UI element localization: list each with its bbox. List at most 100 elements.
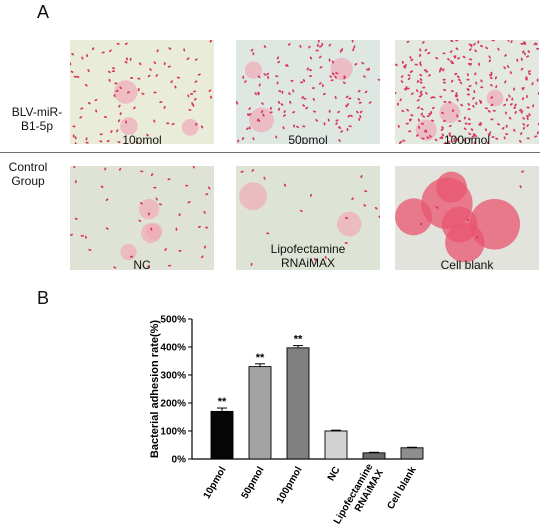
bacterium: [167, 178, 171, 181]
bacterium: [340, 130, 344, 133]
bacterium: [469, 63, 473, 66]
bacterium: [491, 40, 495, 42]
bacterium: [317, 40, 320, 43]
bacterium: [401, 60, 404, 64]
bacterium: [244, 80, 247, 83]
bacterium: [158, 203, 162, 206]
bacterium: [410, 114, 414, 117]
bacterium: [489, 84, 493, 87]
micrograph-texture: [395, 170, 525, 263]
bacterium: [335, 119, 339, 122]
bacterium: [480, 79, 483, 83]
bacterium: [70, 233, 73, 236]
bacterium: [345, 95, 349, 99]
bacterium: [266, 232, 270, 235]
bacterium: [192, 103, 195, 107]
bacterium: [88, 248, 92, 251]
bacterium: [490, 71, 493, 75]
bacterium: [460, 103, 464, 107]
bacterium: [347, 114, 351, 118]
bacterium: [201, 255, 204, 259]
bacterium: [129, 255, 134, 258]
bacterium: [248, 126, 251, 130]
bacterium: [356, 110, 359, 114]
bacterium: [526, 137, 530, 140]
bacterium: [439, 68, 443, 71]
bacterium: [301, 96, 304, 99]
bacterium: [405, 122, 409, 125]
bacterium: [183, 48, 186, 52]
bacterium: [150, 227, 153, 231]
significance-label: **: [294, 334, 303, 346]
bacterium: [95, 109, 98, 113]
bacterium: [503, 103, 507, 107]
bacterium: [116, 129, 119, 133]
bacterium: [473, 42, 476, 46]
bacterium: [283, 109, 286, 114]
bacterium: [519, 139, 522, 143]
bacterium: [537, 92, 539, 96]
bacterium: [113, 266, 117, 269]
bacterium: [348, 125, 352, 128]
bacterium: [117, 119, 121, 123]
x-tick-label: NC: [326, 465, 343, 483]
bacterium: [115, 89, 119, 93]
bacterium: [269, 111, 273, 114]
bacterium: [308, 45, 311, 49]
bacterium: [448, 101, 452, 104]
bacterium: [467, 102, 470, 106]
bacterium: [313, 110, 317, 113]
bacterium: [374, 207, 378, 210]
bacterium: [112, 67, 116, 70]
host-cell: [120, 117, 138, 135]
bacterium: [468, 48, 472, 51]
bacterium: [101, 51, 105, 54]
bacterium: [354, 63, 358, 66]
bacterium: [447, 140, 451, 143]
bacterium: [431, 106, 435, 110]
bacterium: [203, 245, 207, 249]
bacterium: [497, 47, 500, 51]
bacterium: [328, 58, 331, 62]
bacterium: [475, 101, 478, 106]
bacterium: [185, 184, 189, 187]
bacterium: [456, 75, 460, 78]
bacterium: [527, 70, 531, 73]
bacterium: [252, 137, 255, 141]
bacterium: [315, 119, 319, 122]
y-tick-label: 300%: [160, 371, 186, 382]
bacterium: [519, 185, 522, 189]
host-cell: [138, 198, 160, 220]
bar: [210, 410, 234, 460]
bacterium: [427, 52, 431, 55]
bacterium: [435, 57, 439, 60]
bacterium: [84, 235, 87, 239]
bacterium: [520, 67, 524, 71]
bacterium: [254, 92, 257, 96]
bacterium: [419, 78, 423, 81]
bacterium: [478, 123, 481, 127]
micrograph-label: NC: [133, 258, 151, 270]
bacterium: [450, 90, 455, 92]
bacterium: [302, 104, 305, 107]
bacterium: [163, 105, 166, 109]
bacterium: [506, 65, 510, 69]
bacterium: [492, 109, 496, 112]
bacterium: [516, 58, 519, 62]
bacterium: [467, 117, 471, 121]
bacterium: [109, 49, 112, 53]
y-axis-label: Bacterial adhesion rate(%): [149, 320, 161, 458]
bacterium: [351, 40, 354, 43]
bacterium: [522, 50, 525, 54]
bacterium: [406, 108, 409, 112]
bacterium: [178, 249, 182, 252]
bacterium: [449, 50, 453, 53]
bacterium: [110, 130, 113, 134]
bacterium: [510, 40, 513, 44]
bacterium: [342, 81, 346, 84]
bacterium: [150, 173, 154, 177]
bacterium: [124, 42, 128, 45]
bacterium: [137, 88, 140, 92]
bacterium: [480, 86, 484, 89]
bacterium: [127, 91, 130, 94]
